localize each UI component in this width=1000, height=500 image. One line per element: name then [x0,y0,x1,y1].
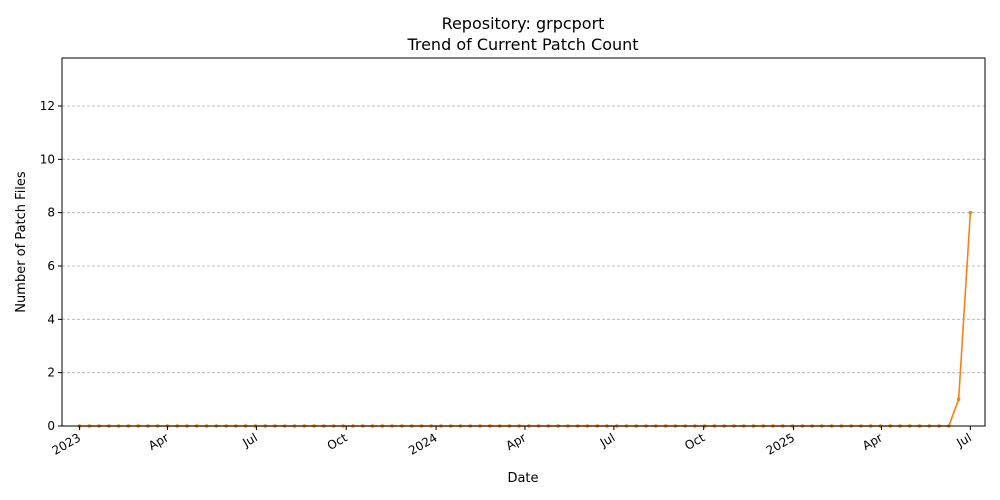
x-tick-label: Jul [597,430,617,450]
y-tick-label: 8 [47,206,55,220]
y-tick-label: 4 [47,312,55,326]
y-grid-lines [62,105,985,374]
y-tick-label: 10 [40,152,55,166]
y-axis-label: Number of Patch Files [14,171,29,313]
data-point [956,397,961,402]
y-tick-label: 6 [47,259,55,273]
y-tick-label: 2 [47,366,55,380]
chart-title: Repository: grpcport [442,14,605,33]
y-tick-label: 0 [47,419,55,433]
data-point [968,210,973,215]
x-axis-label: Date [507,471,538,486]
y-tick-label: 12 [40,99,55,113]
x-tick-label: Jul [239,430,259,450]
plot-frame [61,57,986,427]
y-axis-ticks: 0 2 4 6 8 10 12 [40,99,62,433]
chart-subtitle: Trend of Current Patch Count [406,35,638,54]
x-tick-label: Jul [953,430,973,450]
